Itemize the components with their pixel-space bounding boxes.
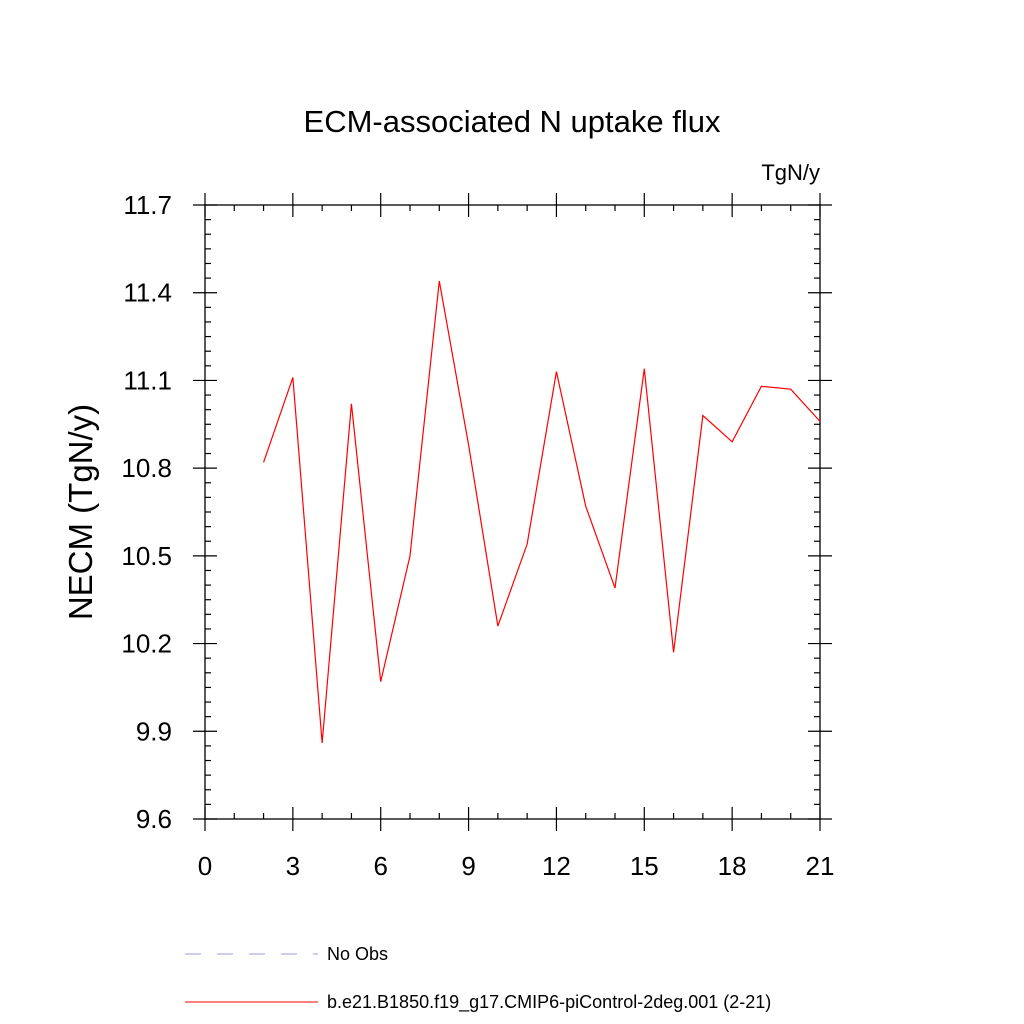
series-line-piControl bbox=[263, 280, 821, 744]
y-tick-label: 9.6 bbox=[136, 804, 172, 834]
y-tick-label: 11.7 bbox=[123, 190, 172, 220]
chart-title: ECM-associated N uptake flux bbox=[304, 104, 721, 139]
units-label: TgN/y bbox=[761, 160, 820, 185]
x-tick-label: 21 bbox=[806, 851, 835, 881]
x-tick-label: 12 bbox=[542, 851, 571, 881]
data-series bbox=[263, 280, 821, 744]
x-tick-label: 9 bbox=[461, 851, 475, 881]
axis-ticks bbox=[193, 193, 832, 831]
legend-label-no-obs: No Obs bbox=[327, 944, 388, 964]
y-tick-label: 10.2 bbox=[121, 629, 172, 659]
y-tick-label: 11.1 bbox=[123, 365, 172, 395]
legend: No Obs b.e21.B1850.f19_g17.CMIP6-piContr… bbox=[185, 944, 771, 1013]
y-axis-label: NECM (TgN/y) bbox=[62, 404, 99, 620]
x-tick-label: 15 bbox=[630, 851, 659, 881]
y-tick-label: 10.8 bbox=[121, 453, 172, 483]
x-tick-label: 3 bbox=[286, 851, 300, 881]
y-tick-label: 10.5 bbox=[121, 541, 172, 571]
y-tick-labels: 9.6 9.9 10.2 10.5 10.8 11.1 11.4 11.7 bbox=[121, 190, 172, 834]
legend-label-piControl: b.e21.B1850.f19_g17.CMIP6-piControl-2deg… bbox=[327, 992, 771, 1013]
y-tick-label: 11.4 bbox=[123, 278, 172, 308]
x-tick-label: 18 bbox=[718, 851, 747, 881]
x-tick-label: 6 bbox=[373, 851, 387, 881]
x-tick-label: 0 bbox=[198, 851, 212, 881]
plot-frame bbox=[204, 204, 821, 820]
x-tick-labels: 0 3 6 9 12 15 18 21 bbox=[198, 851, 835, 881]
y-tick-label: 9.9 bbox=[136, 716, 172, 746]
